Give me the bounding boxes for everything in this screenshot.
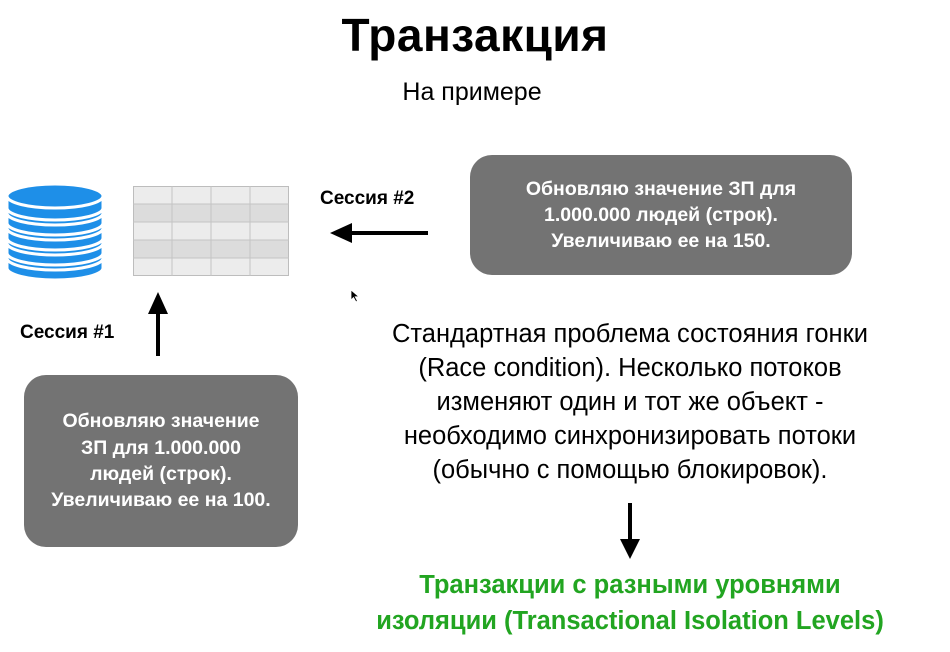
problem-line: необходимо синхронизировать потоки	[403, 421, 857, 450]
isolation-levels-conclusion: Транзакции с разными уровнями изоляции (…	[330, 568, 930, 639]
session-2-label: Сессия #2	[320, 188, 415, 209]
cursor-icon	[350, 289, 360, 303]
result-line: Транзакции с разными уровнями	[419, 571, 841, 599]
session-2-line: 1.000.000 людей (строк).	[544, 203, 778, 226]
problem-line: Стандартная проблема состояния гонки	[391, 320, 869, 348]
race-condition-description: Стандартная проблема состояния гонки (Ra…	[330, 318, 930, 488]
problem-line: изменяют один и тот же объект -	[436, 387, 824, 416]
page-subtitle: На примере	[402, 78, 542, 106]
arrow-left-icon	[330, 223, 428, 243]
session-1-line: ЗП для 1.000.000	[81, 436, 241, 459]
session-1-box: Обновляю значение ЗП для 1.000.000 людей…	[24, 375, 298, 547]
session-2-line: Увеличиваю ее на 150.	[551, 230, 771, 253]
session-2-box: Обновляю значение ЗП для 1.000.000 людей…	[470, 155, 852, 275]
session-1-line: Обновляю значение	[62, 410, 260, 433]
session-1-line: Увеличиваю ее на 100.	[51, 489, 271, 512]
result-line: изоляции (Transactional Isolation Levels…	[376, 606, 884, 635]
page-title: Транзакция	[341, 9, 609, 61]
arrow-down-icon	[620, 503, 640, 559]
table-icon	[133, 186, 289, 276]
session-2-line: Обновляю значение ЗП для	[525, 177, 797, 200]
session-1-line: людей (строк).	[90, 463, 232, 485]
problem-line: (обычно с помощью блокировок).	[432, 455, 828, 484]
session-1-label: Сессия #1	[20, 322, 115, 343]
database-icon	[5, 182, 105, 282]
arrow-up-icon	[148, 292, 168, 356]
problem-line: (Race condition). Несколько потоков	[418, 353, 842, 382]
